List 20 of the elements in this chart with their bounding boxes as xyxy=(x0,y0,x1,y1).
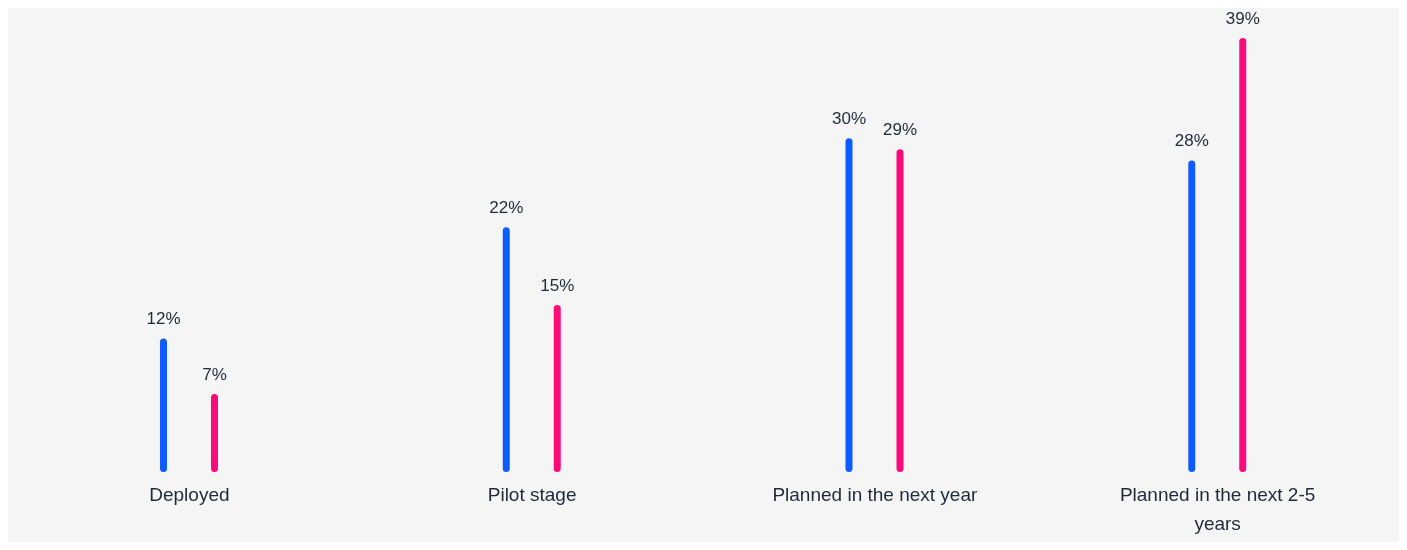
x-tick-label: Pilot stage xyxy=(487,484,577,506)
bar xyxy=(211,394,218,472)
data-label: 12% xyxy=(146,309,181,329)
bar xyxy=(1188,160,1196,472)
bar xyxy=(896,149,904,472)
data-label: 28% xyxy=(1174,131,1209,151)
bar xyxy=(160,338,167,472)
data-label: 7% xyxy=(202,365,227,385)
data-label: 22% xyxy=(489,198,524,218)
data-label: 29% xyxy=(882,120,918,140)
bar xyxy=(1239,38,1247,472)
x-tick-label: Planned in the next year xyxy=(772,484,978,506)
data-label: 39% xyxy=(1225,9,1260,28)
bar xyxy=(502,227,510,472)
data-label: 15% xyxy=(540,276,575,296)
x-tick-label: Deployed xyxy=(149,484,230,506)
bar xyxy=(845,138,853,472)
bar xyxy=(553,305,561,472)
x-tick-label: Planned in the next 2-5 years xyxy=(1119,484,1316,535)
data-label: 30% xyxy=(831,109,867,129)
